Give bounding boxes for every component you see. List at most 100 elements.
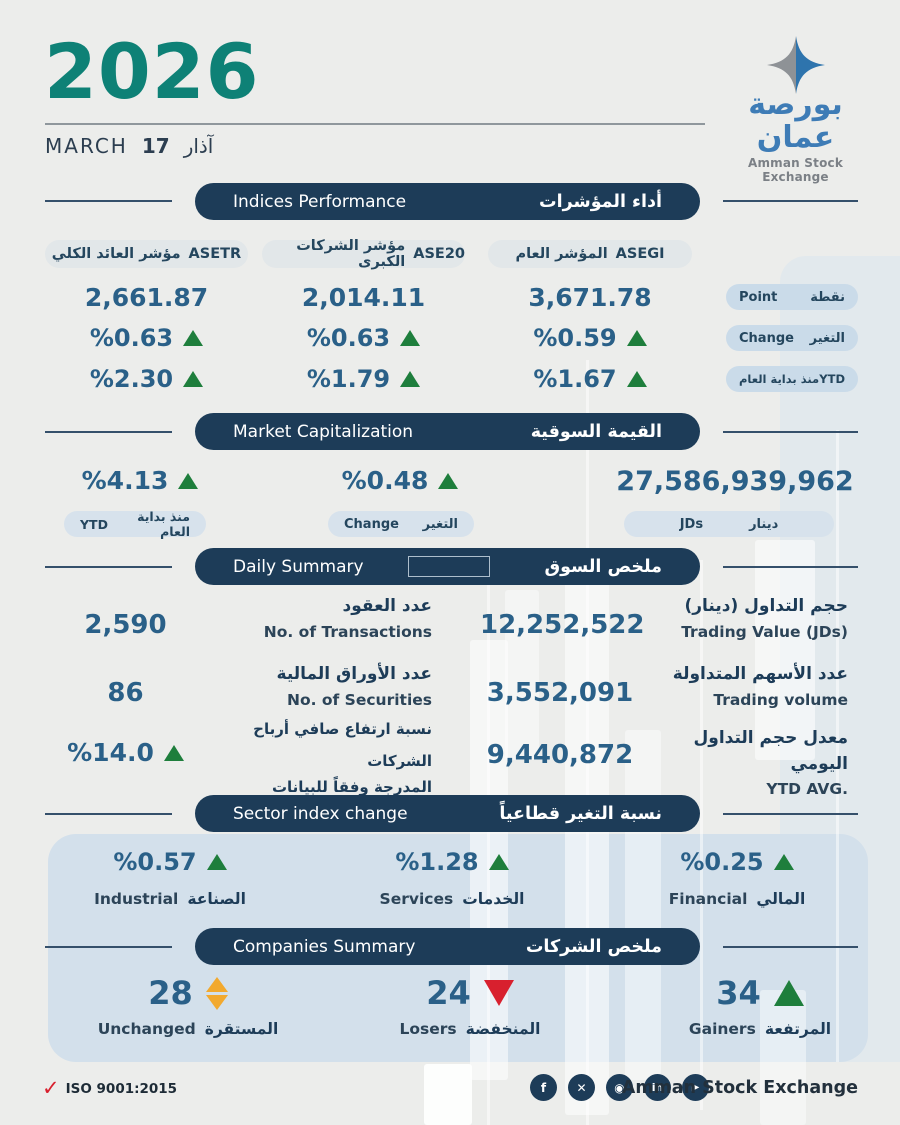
label-ar: المنخفضة (465, 1020, 541, 1038)
section-header-market: Market Capitalization القيمة السوقية (195, 413, 700, 450)
section-line (723, 946, 858, 948)
section-header-sector: Sector index change نسبة التغير قطاعياً (195, 795, 700, 832)
row-label-ar: التغير (809, 330, 845, 346)
index-code: ASETR (188, 246, 242, 262)
label-ar: عدد الأوراق المالية (276, 664, 432, 684)
label-en: JDs (679, 516, 704, 532)
ytd-avg-value: 9,440,872 (486, 740, 634, 770)
marketcap-ytd: %4.13 (60, 466, 220, 495)
label-ar: منذ بداية العام (137, 509, 190, 539)
count-value: 28 (148, 974, 193, 1012)
section-title-ar: نسبة التغير قطاعياً (499, 803, 662, 824)
label-en: Financial (668, 890, 748, 908)
month-en: MARCH (45, 134, 128, 158)
index-name-ar: المؤشر العام (515, 246, 608, 262)
label-ar: معدل حجم التداول اليومي (693, 728, 848, 774)
percent-value: %1.28 (395, 848, 479, 876)
profit-increase-value: %14.0 (48, 738, 203, 767)
section-line (45, 566, 172, 568)
count-value: 24 (426, 974, 471, 1012)
label-en: YTD AVG. (766, 780, 848, 798)
ase20-ytd: %1.79 (262, 365, 465, 393)
up-arrow-icon (400, 330, 421, 346)
section-title-en: Daily Summary (233, 556, 364, 577)
securities-value: 86 (107, 678, 144, 708)
section-line (45, 200, 172, 202)
section-title-en: Companies Summary (233, 936, 416, 957)
row-label-en: Change (739, 330, 794, 346)
asegi-change: %0.59 (488, 324, 692, 352)
header-divider (45, 123, 705, 125)
ase-star-icon (766, 36, 825, 94)
up-arrow-icon (488, 854, 509, 870)
services-change: %1.28 (352, 848, 552, 876)
candlestick-body (505, 590, 539, 760)
logo-name-english: Amman Stock Exchange (747, 156, 844, 184)
change-value: %0.59 (533, 324, 617, 352)
change-value: %0.48 (341, 466, 429, 495)
year-title: 2026 (44, 27, 260, 116)
ytd-value: %1.67 (533, 365, 617, 393)
ytd-value: %2.30 (89, 365, 174, 393)
marketcap-value: 27,586,939,962 (616, 466, 854, 497)
losers-label: Losers المنخفضة (370, 1020, 570, 1038)
financial-change: %0.25 (637, 848, 837, 876)
label-ar: حجم التداول (دينار) (684, 596, 848, 616)
index-pill-asegi: المؤشر العام ASEGI (488, 240, 692, 268)
row-label-en: YTD (819, 372, 845, 386)
label-en: YTD (80, 516, 108, 532)
iso-certification: ✓ ISO 9001:2015 (42, 1078, 177, 1099)
percent-value: %0.57 (113, 848, 197, 876)
change-value: %0.63 (306, 324, 391, 352)
asegi-ytd: %1.67 (488, 365, 692, 393)
ytd-avg-label: معدل حجم التداول اليومي YTD AVG. (640, 726, 848, 798)
date-row: MARCH 17 آذار (45, 134, 213, 158)
label-ar: عدد الأسهم المتداولة (672, 664, 848, 684)
up-arrow-icon (773, 980, 804, 1006)
section-line (45, 431, 172, 433)
section-header-daily: Daily Summary ملخص السوق (195, 548, 700, 585)
ytd-value: %4.13 (81, 466, 169, 495)
up-arrow-icon (206, 854, 227, 870)
facebook-icon[interactable]: f (530, 1074, 557, 1101)
section-title-ar: ملخص الشركات (525, 936, 662, 957)
label-ar: دينار (749, 516, 779, 532)
trading-value-label: حجم التداول (دينار) Trading Value (JDs) (640, 594, 848, 641)
x-twitter-icon[interactable]: ✕ (568, 1074, 595, 1101)
section-title-en: Sector index change (233, 803, 408, 824)
watermark-price-box (408, 556, 490, 577)
section-line (45, 946, 172, 948)
ase20-points: 2,014.11 (301, 283, 426, 312)
label-en: Losers (399, 1020, 457, 1038)
industrial-change: %0.57 (70, 848, 270, 876)
label-en: Change (344, 516, 399, 532)
label-ar: عدد العقود (342, 596, 433, 616)
up-arrow-icon (183, 330, 204, 346)
section-header-companies: Companies Summary ملخص الشركات (195, 928, 700, 965)
candlestick-wick (836, 430, 839, 1062)
ytd-value: %1.79 (306, 365, 391, 393)
industrial-label: Industrial الصناعة (70, 890, 270, 908)
label-ar: التغير (422, 516, 458, 532)
percent-value: %14.0 (67, 738, 154, 767)
section-line (723, 431, 858, 433)
footer-org-name: Amman Stock Exchange (621, 1078, 858, 1098)
instagram-icon[interactable]: ◉ (606, 1074, 633, 1101)
label-ar: المرتفعة (764, 1020, 832, 1038)
asetr-change: %0.63 (45, 324, 248, 352)
financial-label: Financial المالي (637, 890, 837, 908)
section-line (723, 813, 858, 815)
gainers-count: 34 (660, 974, 860, 1012)
youtube-icon[interactable]: ▶ (682, 1074, 709, 1101)
transactions-value: 2,590 (84, 610, 167, 640)
marketcap-change-label: Change التغير (328, 511, 474, 537)
linkedin-icon[interactable]: in (644, 1074, 671, 1101)
social-icons: f ✕ ◉ in ▶ (530, 1074, 709, 1101)
label-ar: المستقرة (204, 1020, 279, 1038)
index-name-ar: مؤشر الشركات الكبرى (296, 238, 406, 270)
down-arrow-icon (483, 980, 514, 1006)
candlestick-body (625, 730, 661, 1080)
up-arrow-icon (773, 854, 794, 870)
asetr-ytd: %2.30 (45, 365, 248, 393)
label-ar-line1: نسبة ارتفاع صافي أرباح الشركات (253, 720, 432, 770)
